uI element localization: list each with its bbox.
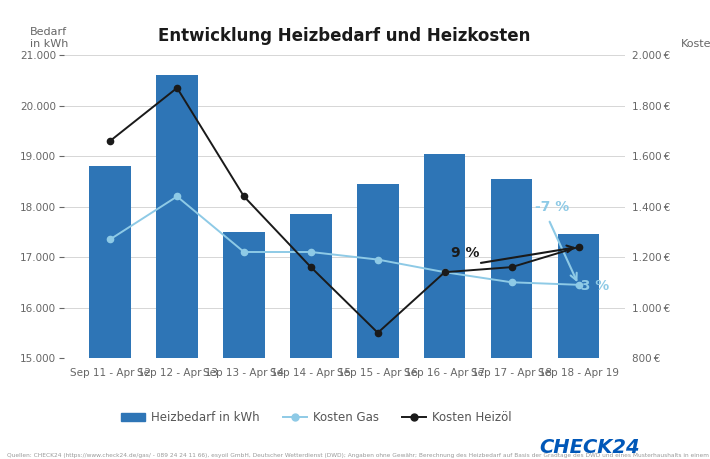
Bar bbox=[89, 166, 131, 459]
Text: 9 %: 9 % bbox=[452, 246, 480, 260]
Bar bbox=[357, 184, 398, 459]
Text: CHECK24: CHECK24 bbox=[540, 438, 640, 457]
Text: -7 %: -7 % bbox=[535, 200, 569, 214]
Text: Quellen: CHECK24 (https://www.check24.de/gas/ - 089 24 24 11 66), esyoil GmbH, D: Quellen: CHECK24 (https://www.check24.de… bbox=[7, 453, 710, 458]
Title: Entwicklung Heizbedarf und Heizkosten: Entwicklung Heizbedarf und Heizkosten bbox=[158, 27, 530, 45]
Bar bbox=[156, 75, 198, 459]
Y-axis label: Bedarf
in kWh: Bedarf in kWh bbox=[31, 28, 69, 49]
Bar bbox=[491, 179, 532, 459]
Bar bbox=[290, 214, 332, 459]
Legend: Heizbedarf in kWh, Kosten Gas, Kosten Heizöl: Heizbedarf in kWh, Kosten Gas, Kosten He… bbox=[116, 406, 516, 429]
Y-axis label: Kosten: Kosten bbox=[681, 39, 710, 49]
Bar bbox=[424, 153, 466, 459]
Text: -3 %: -3 % bbox=[575, 280, 609, 293]
Bar bbox=[558, 234, 599, 459]
Bar bbox=[223, 232, 265, 459]
